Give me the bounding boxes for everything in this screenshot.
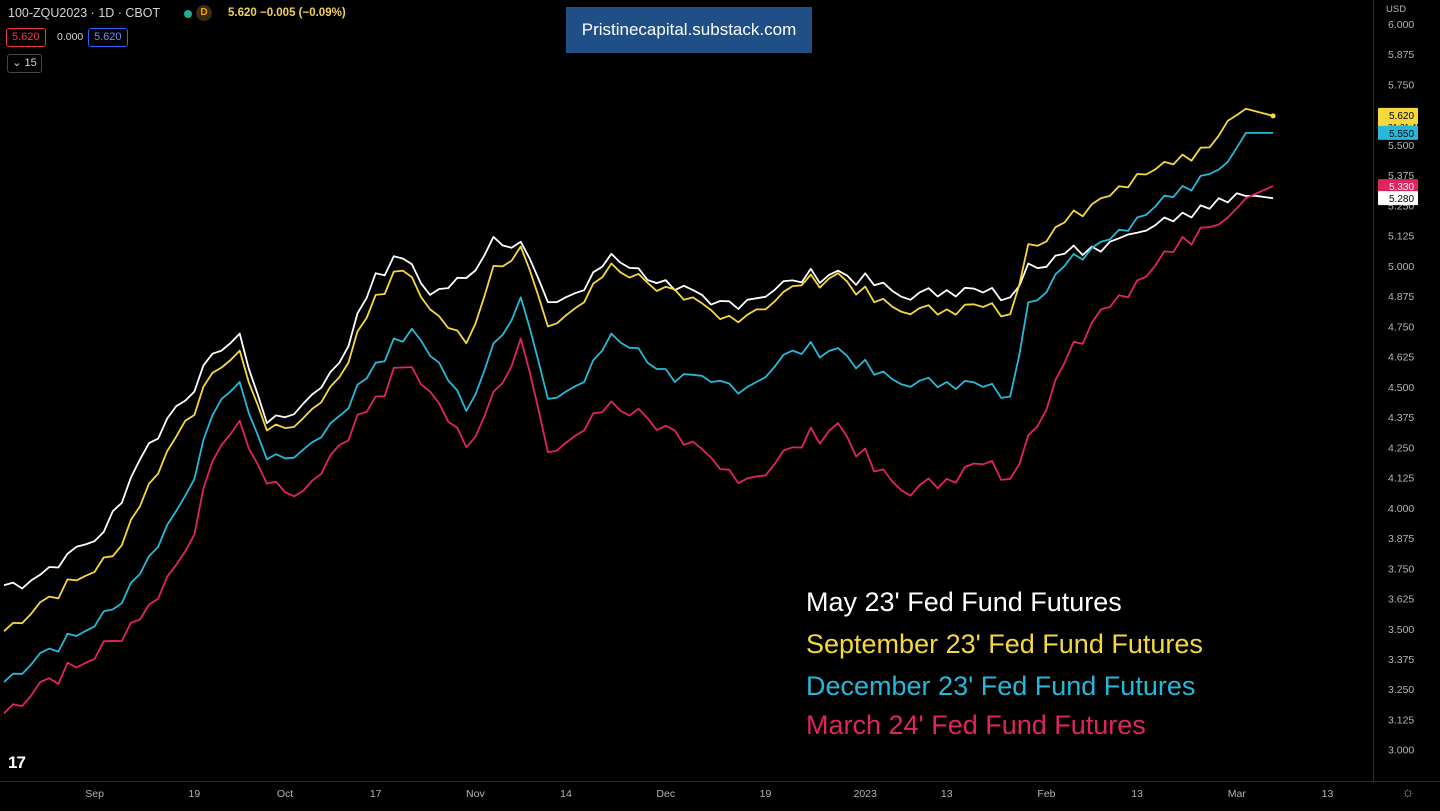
price-label-box (1378, 179, 1418, 194)
x-tick-label: 19 (760, 788, 772, 800)
ask-price-button[interactable]: 5.620 (88, 28, 128, 47)
price-label-text: 5.330 (1389, 182, 1414, 193)
series-line (3, 185, 1274, 715)
y-tick-label: 4.750 (1388, 321, 1414, 333)
y-tick-label: 5.500 (1388, 140, 1414, 152)
legend-mar24: March 24' Fed Fund Futures (806, 710, 1146, 740)
price-label-text: 5.550 (1389, 129, 1414, 140)
x-tick-label: 14 (560, 788, 572, 800)
y-tick-label: 5.875 (1388, 49, 1414, 61)
x-tick-label: Mar (1228, 788, 1247, 800)
spread-value: 0.000 (57, 31, 84, 43)
y-tick-label: 4.125 (1388, 473, 1414, 485)
x-tick-label: 13 (1322, 788, 1334, 800)
y-tick-label: 4.625 (1388, 352, 1414, 364)
x-tick-label: 13 (1131, 788, 1143, 800)
y-tick-label: 4.250 (1388, 442, 1414, 454)
tradingview-logo[interactable]: 17 (8, 753, 26, 772)
bid-price-button[interactable]: 5.620 (6, 28, 46, 47)
price-label-text: 5.620 (1389, 111, 1414, 122)
series-line (3, 107, 1274, 632)
y-tick-label: 5.000 (1388, 261, 1414, 273)
y-tick-label: 3.000 (1388, 745, 1414, 757)
y-tick-label: 6.000 (1388, 19, 1414, 31)
y-tick-label: 3.875 (1388, 533, 1414, 545)
interval-value: 15 (24, 57, 37, 69)
price-label-text: 5.280 (1389, 194, 1414, 205)
last-price-dot (1270, 113, 1276, 119)
y-tick-label: 4.000 (1388, 503, 1414, 515)
last-price-change: 5.620 −0.005 (−0.09%) (228, 7, 346, 19)
interval-selector[interactable]: ⌄ 15 (7, 54, 42, 73)
chevron-down-icon: ⌄ (12, 57, 22, 69)
y-tick-label: 3.250 (1388, 684, 1414, 696)
series-line (3, 192, 1274, 590)
market-open-icon (184, 10, 192, 18)
legend-may23: May 23' Fed Fund Futures (806, 587, 1122, 617)
y-tick-label: 5.125 (1388, 231, 1414, 243)
symbol-title[interactable]: 100-ZQU2023 · 1D · CBOT (8, 6, 161, 20)
y-tick-label: 5.750 (1388, 79, 1414, 91)
y-tick-label: 3.500 (1388, 624, 1414, 636)
x-tick-label: Nov (466, 788, 485, 800)
gear-icon[interactable]: ☼ (1401, 784, 1415, 801)
y-tick-label: 4.375 (1388, 412, 1414, 424)
series-line (3, 131, 1274, 683)
x-tick-label: Sep (85, 788, 104, 800)
currency-label: USD (1386, 4, 1407, 15)
legend-sep23: September 23' Fed Fund Futures (806, 629, 1203, 659)
price-label-box (1378, 191, 1418, 206)
y-tick-label: 4.500 (1388, 382, 1414, 394)
y-tick-label: 4.875 (1388, 291, 1414, 303)
x-tick-label: Dec (656, 788, 675, 800)
x-tick-label: 19 (189, 788, 201, 800)
x-tick-label: 13 (941, 788, 953, 800)
x-tick-label: Feb (1037, 788, 1055, 800)
legend-dec23: December 23' Fed Fund Futures (806, 671, 1196, 701)
y-tick-label: 3.375 (1388, 654, 1414, 666)
x-tick-label: 2023 (853, 788, 877, 800)
watermark-banner: Pristinecapital.substack.com (566, 7, 812, 53)
x-tick-label: 17 (370, 788, 382, 800)
price-label-box (1378, 125, 1418, 140)
y-tick-label: 3.125 (1388, 714, 1414, 726)
data-badge[interactable]: D (196, 5, 212, 21)
y-tick-label: 3.625 (1388, 594, 1414, 606)
chart-series (3, 107, 1276, 715)
x-tick-label: Oct (277, 788, 293, 800)
y-tick-label: 3.750 (1388, 563, 1414, 575)
